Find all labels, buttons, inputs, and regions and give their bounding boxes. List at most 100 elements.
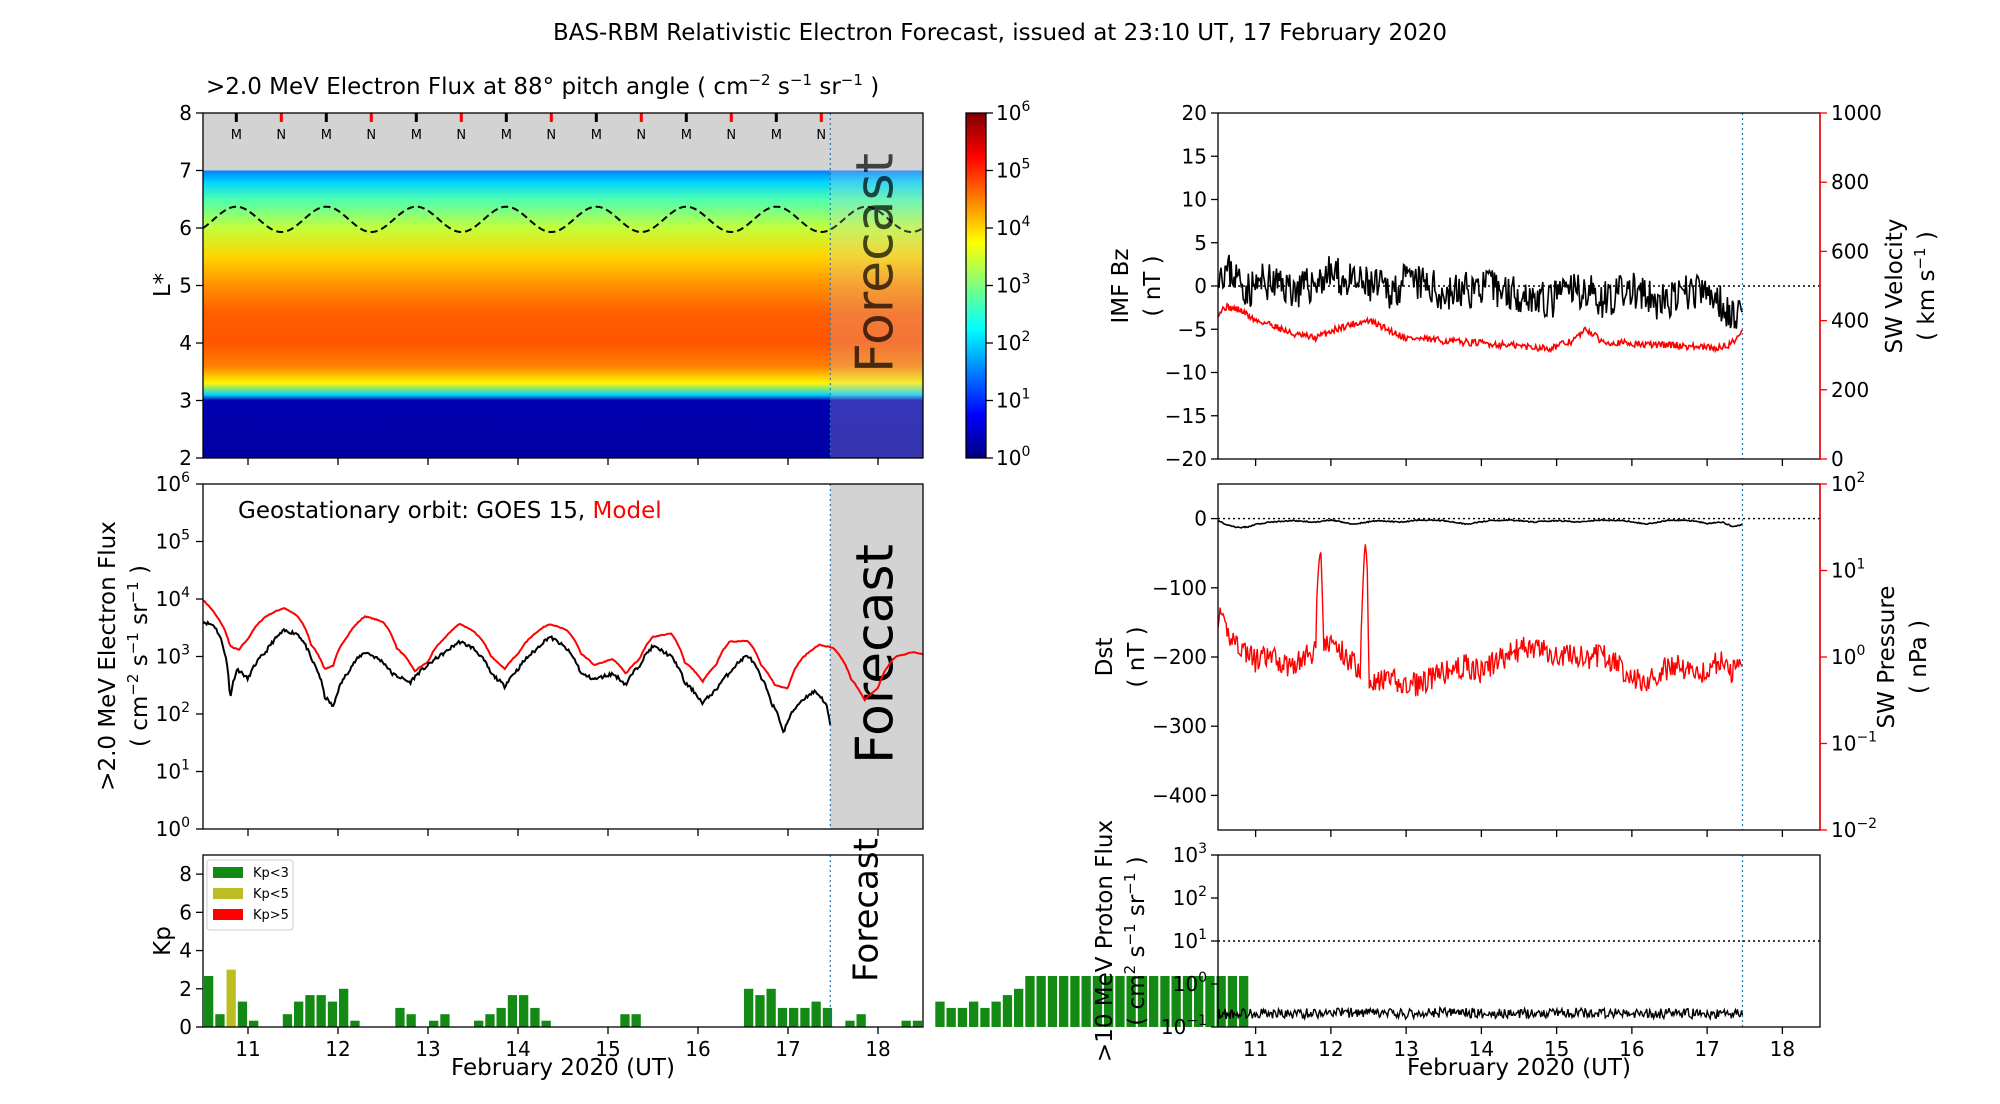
kp-bar (496, 1007, 506, 1027)
y-tick-label: 103 (1173, 841, 1207, 867)
kp-legend: Kp<3 Kp<5 Kp>5 (206, 859, 294, 931)
legend-goes: GOES 15 (476, 498, 578, 524)
kp-bar (969, 1001, 979, 1027)
y-tick-label: 0 (1194, 507, 1207, 531)
geo-flux-unit-label: ( cm−2 s−1 sr−1 ) (124, 565, 153, 747)
y-tick-label: −15 (1165, 404, 1207, 428)
colorbar-tick-label: 101 (996, 387, 1030, 413)
kp-bar (237, 1001, 248, 1027)
kp-bar (1025, 976, 1035, 1027)
y-tick-label: 102 (1831, 470, 1865, 496)
y-tick-label: 4 (179, 331, 192, 355)
forecast-region-map (830, 113, 923, 458)
kp-bar (935, 1001, 945, 1027)
dst-plot-area (1218, 484, 1820, 830)
y-tick-label: 100 (1173, 970, 1207, 996)
no-data-region (203, 113, 923, 171)
colorbar-tick-label: 105 (996, 157, 1030, 183)
dst-axis-label: Dst (1092, 638, 1118, 677)
kp-bar (822, 1007, 833, 1027)
kp-bar (811, 1001, 821, 1027)
kp-bar (1227, 976, 1238, 1027)
forecast-watermark-flux: Forecast (845, 544, 905, 764)
y-tick-label: 400 (1831, 309, 1869, 333)
lstar-flux-panel: >2.0 MeV Electron Flux at 88° pitch angl… (150, 71, 1030, 470)
kp-bar (1059, 976, 1069, 1027)
sw-velocity-right-axis: 0 200 400 600 800 1000 (1819, 101, 1882, 471)
orbit-marker-label: M (591, 128, 602, 143)
flux-heatmap: Forecast (203, 113, 923, 458)
y-tick-label: −300 (1152, 714, 1207, 738)
kp-bar (1115, 976, 1125, 1027)
y-tick-label: 10−1 (1161, 1013, 1207, 1039)
kp-bar (1194, 976, 1204, 1027)
geo-flux-plot-area (203, 484, 923, 829)
x-tick-label: 11 (235, 1037, 260, 1061)
orbit-marker-label: M (501, 128, 512, 143)
colorbar-tick-label: 103 (996, 272, 1030, 298)
lstar-panel-title: >2.0 MeV Electron Flux at 88° pitch angl… (206, 71, 879, 100)
kp-bar (777, 1007, 788, 1027)
flux-colorbar: 100 101 102 103 104 105 106 (965, 99, 1030, 470)
kp-bar (282, 1014, 293, 1027)
x-tick-label: 13 (415, 1037, 440, 1061)
kp-panel: Forecast 0 2 4 6 8 11 12 13 14 15 16 17 18 Kp Kp<3 … (150, 838, 1249, 1081)
kp-frame (202, 854, 924, 1028)
y-tick-label: 10−2 (1831, 816, 1877, 842)
kp-bar (789, 1007, 799, 1027)
dst-left-axis: −400 −300 −200 −100 0 (1152, 507, 1784, 837)
y-tick-label: 10 (1182, 188, 1207, 212)
orbit-marker-label: M (771, 128, 782, 143)
orbit-marker-label: M (681, 128, 692, 143)
colorbar-tick-label: 106 (996, 99, 1030, 125)
kp-bar (204, 976, 214, 1027)
orbit-marker-label: N (816, 128, 826, 143)
orbit-marker-label: M (411, 128, 422, 143)
kp-bar (1081, 976, 1091, 1027)
forecast-watermark-kp: Forecast (846, 838, 886, 982)
y-tick-label: −20 (1165, 447, 1207, 471)
colorbar-tick-label: 100 (996, 444, 1030, 470)
y-tick-label: 0 (1831, 447, 1844, 471)
imf-axis-label: IMF Bz (1108, 248, 1134, 323)
kp-bar (1047, 976, 1058, 1027)
legend-model: Model (593, 498, 662, 524)
y-tick-label: 102 (156, 700, 190, 726)
y-tick-label: 0 (179, 1015, 192, 1039)
y-tick-label: 5 (1194, 231, 1207, 255)
proton-unit-label: ( cm2 s−1 sr−1 ) (1121, 856, 1150, 1025)
kp-bar (215, 1014, 225, 1027)
kp-bar (507, 995, 518, 1027)
dst-line (1218, 518, 1744, 529)
kp-bar (440, 1014, 450, 1027)
kp-bar (350, 1020, 360, 1027)
orbit-marker-label: M (321, 128, 332, 143)
x-tick-label: 16 (685, 1037, 710, 1061)
kp-bar (856, 1014, 866, 1027)
geo-flux-axis-label: >2.0 MeV Electron Flux (95, 521, 121, 791)
kp-bar (755, 995, 765, 1027)
x-tick-label: 12 (1318, 1037, 1343, 1061)
kp-axis-label: Kp (150, 926, 176, 956)
y-tick-label: 8 (179, 862, 192, 886)
y-tick-label: 3 (179, 389, 192, 413)
kp-bar (845, 1020, 855, 1027)
orbit-marker-label: M (231, 128, 242, 143)
kp-y-axis: 0 2 4 6 8 (179, 862, 203, 1039)
goes15-flux-line (203, 620, 832, 734)
colorbar-tick-label: 102 (996, 329, 1030, 355)
orbit-marker-label: N (726, 128, 736, 143)
orbit-marker-label: N (276, 128, 286, 143)
kp-bar (339, 988, 349, 1027)
kp-bar (1216, 976, 1226, 1027)
kp-legend-swatch-high (213, 909, 243, 920)
kp-bar (541, 1020, 551, 1027)
y-tick-label: −100 (1152, 576, 1207, 600)
y-tick-label: 100 (156, 815, 190, 841)
y-tick-label: 800 (1831, 170, 1869, 194)
x-axis-label-right: February 2020 (UT) (1407, 1055, 1631, 1081)
figure-title: BAS-RBM Relativistic Electron Forecast, … (553, 20, 1447, 46)
kp-x-axis: 11 12 13 14 15 16 17 18 (235, 1027, 891, 1061)
